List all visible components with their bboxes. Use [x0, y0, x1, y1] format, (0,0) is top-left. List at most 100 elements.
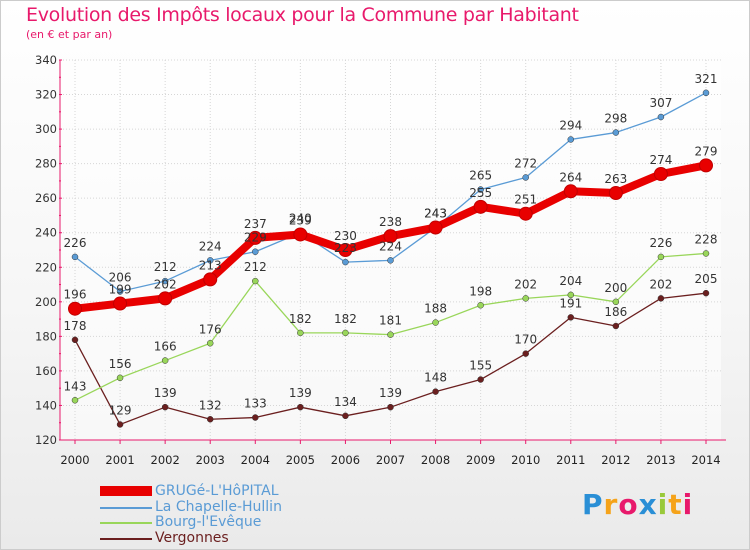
data-label: 294 [559, 118, 582, 132]
y-tick-label: 240 [35, 226, 57, 240]
data-point [473, 199, 488, 214]
x-tick-label: 2003 [196, 453, 225, 467]
x-tick-label: 2000 [60, 453, 89, 467]
data-label: 134 [334, 395, 357, 409]
data-point [428, 220, 443, 235]
y-tick-label: 340 [35, 53, 57, 67]
data-point [71, 253, 79, 261]
y-tick-label: 180 [35, 329, 57, 343]
data-label: 166 [154, 340, 177, 354]
data-point [477, 186, 484, 193]
logo-letter: t [668, 488, 683, 521]
logo-letter: r [603, 488, 619, 521]
x-tick-label: 2014 [691, 453, 720, 467]
data-label: 139 [379, 386, 402, 400]
data-label: 321 [695, 72, 718, 86]
data-label: 191 [559, 296, 582, 310]
logo-letter: i [657, 488, 669, 521]
data-label: 202 [154, 277, 177, 291]
data-label: 186 [604, 305, 627, 319]
data-point [657, 113, 665, 121]
y-tick-label: 160 [35, 364, 57, 378]
data-label: 243 [424, 207, 447, 221]
data-label: 230 [334, 229, 357, 243]
data-point [699, 158, 713, 173]
logo-letter: o [618, 488, 639, 521]
legend-swatch-vergonnes [100, 537, 152, 540]
legend-label: Vergonnes [155, 529, 229, 546]
data-point [387, 403, 394, 411]
data-label: 181 [379, 314, 402, 328]
data-label: 205 [695, 272, 718, 286]
data-label: 238 [379, 215, 402, 229]
data-label: 263 [604, 172, 627, 186]
data-label: 206 [109, 270, 132, 284]
x-tick-label: 2007 [376, 453, 405, 467]
data-label: 279 [695, 144, 718, 158]
data-point [702, 250, 710, 257]
data-point [338, 243, 353, 257]
data-point [563, 184, 578, 199]
data-label: 182 [334, 312, 357, 326]
y-tick-label: 140 [35, 398, 57, 412]
chart-title: Evolution des Impôts locaux pour la Comm… [26, 4, 579, 26]
data-label: 133 [244, 397, 267, 411]
data-point [203, 272, 218, 287]
data-label: 212 [154, 260, 177, 274]
x-tick-label: 2006 [331, 453, 360, 467]
data-point [161, 403, 169, 411]
data-point [477, 376, 484, 383]
data-label: 132 [199, 398, 222, 412]
data-label: 202 [649, 277, 672, 291]
data-point [657, 295, 665, 302]
data-point [608, 186, 623, 200]
data-point [522, 350, 529, 357]
data-label: 264 [559, 170, 582, 184]
data-label: 188 [424, 302, 447, 316]
data-point [522, 174, 529, 181]
x-tick-label: 2004 [241, 453, 270, 467]
data-point [383, 229, 398, 244]
data-label: 243 [424, 207, 447, 221]
data-label: 139 [289, 386, 312, 400]
data-label: 237 [244, 217, 267, 231]
data-label: 239 [289, 213, 312, 227]
data-point [567, 314, 575, 321]
data-point [702, 289, 710, 297]
data-point [71, 336, 79, 344]
x-tick-label: 2010 [511, 453, 540, 467]
data-point [293, 227, 308, 242]
logo-letter: P [582, 488, 604, 521]
data-point [342, 412, 349, 420]
data-point [387, 331, 394, 338]
data-label: 228 [695, 232, 718, 246]
chart-subtitle: (en € et par an) [26, 28, 113, 41]
data-point [477, 302, 484, 309]
data-point [206, 257, 214, 264]
data-point [567, 291, 575, 299]
data-label: 226 [64, 236, 87, 250]
data-label: 148 [424, 371, 447, 385]
data-label: 196 [64, 288, 87, 302]
y-tick-label: 320 [35, 88, 57, 102]
legend-swatch-la-chapelle-hullin [100, 506, 152, 509]
x-tick-label: 2002 [151, 453, 180, 467]
data-label: 199 [109, 283, 132, 297]
data-point [612, 322, 620, 330]
data-point [702, 89, 710, 97]
data-point [612, 298, 620, 306]
logo-letter: i [682, 488, 694, 521]
data-point [206, 340, 214, 347]
data-label: 155 [469, 359, 492, 373]
legend-swatch-bourg-l-eveque [100, 522, 152, 524]
x-tick-label: 2001 [105, 453, 134, 467]
data-point [252, 248, 259, 255]
data-label: 265 [469, 169, 492, 183]
data-point [522, 295, 529, 302]
logo-letter: x [638, 488, 658, 521]
data-label: 139 [154, 386, 177, 400]
data-label: 226 [649, 236, 672, 250]
x-tick-label: 2012 [601, 453, 630, 467]
data-point [432, 319, 439, 326]
